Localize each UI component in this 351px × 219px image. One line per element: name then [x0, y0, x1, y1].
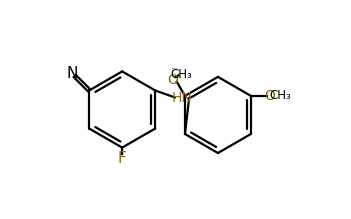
Text: F: F [118, 151, 127, 166]
Text: CH₃: CH₃ [171, 68, 192, 81]
Text: HN: HN [172, 90, 192, 104]
Text: N: N [66, 66, 78, 81]
Text: CH₃: CH₃ [270, 89, 291, 102]
Text: methoxy: methoxy [172, 68, 178, 69]
Text: O: O [168, 72, 179, 87]
Text: O: O [264, 89, 275, 103]
